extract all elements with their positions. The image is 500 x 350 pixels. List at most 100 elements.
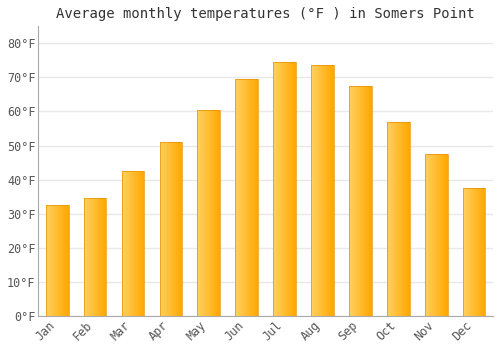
Bar (274, 62, 276, 316)
Bar (128, 171, 129, 316)
Bar (399, 122, 400, 316)
Bar (164, 142, 165, 316)
Bar (57, 205, 58, 316)
Bar (295, 62, 296, 316)
Bar (202, 110, 203, 316)
Bar (86, 198, 88, 316)
Bar (396, 122, 397, 316)
Bar (93, 198, 94, 316)
Bar (480, 188, 481, 316)
Bar (170, 142, 171, 316)
Bar (94, 198, 95, 316)
Bar (328, 65, 330, 316)
Bar (215, 110, 216, 316)
Bar (478, 188, 480, 316)
Bar (208, 110, 209, 316)
Bar (477, 188, 478, 316)
Bar (201, 110, 202, 316)
Bar (95, 198, 96, 316)
Bar (397, 122, 398, 316)
Bar (355, 86, 356, 316)
Bar (122, 171, 123, 316)
Bar (217, 110, 218, 316)
Bar (368, 86, 370, 316)
Bar (403, 122, 404, 316)
Bar (469, 188, 470, 316)
Bar (321, 65, 322, 316)
Bar (405, 122, 406, 316)
Bar (126, 171, 127, 316)
Bar (393, 122, 394, 316)
Bar (408, 122, 409, 316)
Bar (218, 110, 220, 316)
Bar (465, 188, 466, 316)
Bar (248, 79, 249, 316)
Bar (211, 110, 212, 316)
Bar (447, 154, 448, 316)
Bar (360, 86, 361, 316)
Bar (253, 79, 254, 316)
Bar (198, 110, 199, 316)
Bar (358, 86, 359, 316)
Bar (127, 171, 128, 316)
Bar (89, 198, 90, 316)
Bar (132, 171, 133, 316)
Bar (134, 171, 136, 316)
Bar (439, 154, 440, 316)
Bar (162, 142, 164, 316)
Bar (315, 65, 316, 316)
Bar (331, 65, 332, 316)
Bar (212, 110, 214, 316)
Bar (180, 142, 182, 316)
Bar (388, 122, 389, 316)
Bar (404, 122, 405, 316)
Bar (409, 122, 410, 316)
Bar (394, 122, 396, 316)
Bar (326, 65, 327, 316)
Bar (365, 86, 366, 316)
Bar (166, 142, 167, 316)
Bar (255, 79, 256, 316)
Bar (204, 110, 205, 316)
Bar (236, 79, 258, 316)
Bar (48, 205, 49, 316)
Bar (256, 79, 258, 316)
Bar (426, 154, 427, 316)
Bar (238, 79, 239, 316)
Bar (283, 62, 284, 316)
Bar (292, 62, 293, 316)
Bar (171, 142, 172, 316)
Bar (209, 110, 210, 316)
Bar (352, 86, 353, 316)
Bar (98, 198, 99, 316)
Bar (133, 171, 134, 316)
Bar (130, 171, 132, 316)
Bar (361, 86, 362, 316)
Bar (289, 62, 290, 316)
Bar (214, 110, 215, 316)
Bar (210, 110, 211, 316)
Bar (349, 86, 372, 316)
Bar (46, 205, 48, 316)
Bar (364, 86, 365, 316)
Bar (139, 171, 140, 316)
Bar (316, 65, 317, 316)
Bar (464, 188, 465, 316)
Bar (137, 171, 138, 316)
Bar (287, 62, 288, 316)
Bar (356, 86, 358, 316)
Bar (293, 62, 294, 316)
Bar (105, 198, 106, 316)
Bar (434, 154, 436, 316)
Bar (446, 154, 447, 316)
Bar (179, 142, 180, 316)
Bar (390, 122, 392, 316)
Bar (389, 122, 390, 316)
Bar (371, 86, 372, 316)
Bar (425, 154, 426, 316)
Bar (160, 142, 161, 316)
Bar (317, 65, 318, 316)
Bar (216, 110, 217, 316)
Bar (472, 188, 474, 316)
Bar (173, 142, 174, 316)
